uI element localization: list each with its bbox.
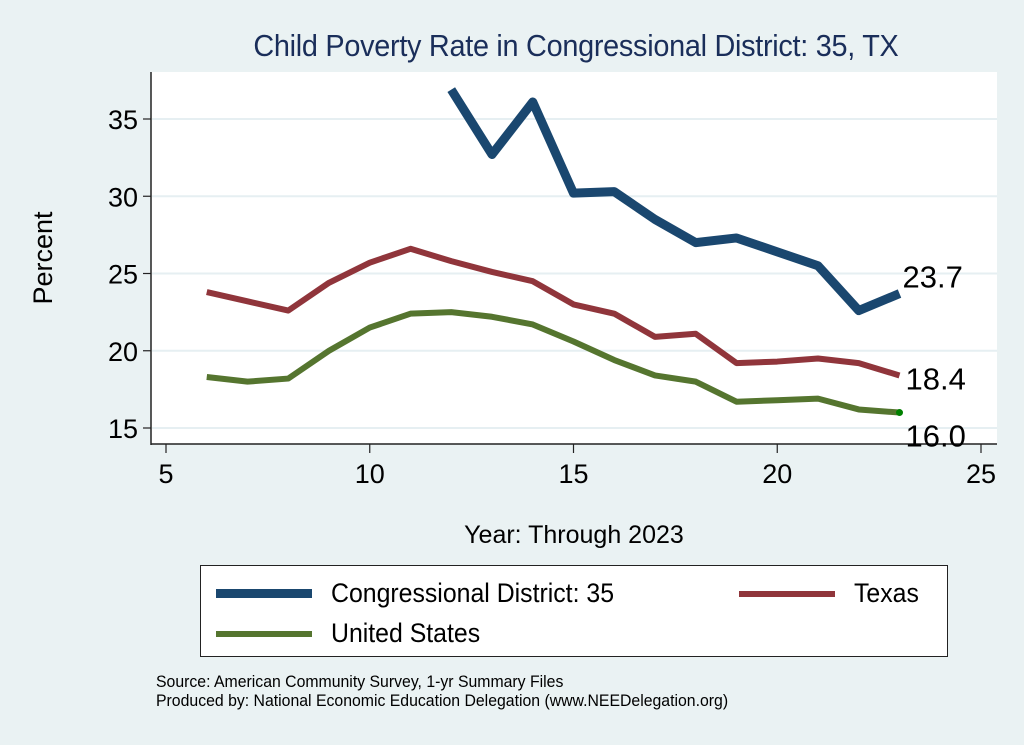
source-note: Source: American Community Survey, 1-yr …: [156, 672, 564, 691]
x-tick-label: 5: [158, 459, 173, 489]
legend-swatch-us: [216, 630, 312, 637]
x-tick-label: 10: [355, 459, 385, 489]
legend-swatch-district: [216, 589, 312, 598]
y-tick-label: 20: [108, 337, 138, 367]
y-axis-label: Percent: [28, 211, 58, 305]
y-tick-label: 35: [108, 105, 138, 135]
x-tick-label: 15: [558, 459, 588, 489]
chart-title: Child Poverty Rate in Congressional Dist…: [253, 28, 899, 63]
legend: Congressional District: 35 Texas United …: [200, 565, 948, 657]
x-tick-label: 20: [762, 459, 792, 489]
legend-label-texas: Texas: [854, 578, 919, 608]
legend-swatch-texas: [739, 590, 835, 597]
series-line-texas: [206, 245, 901, 379]
legend-label-district: Congressional District: 35: [331, 578, 615, 608]
legend-item-district: Congressional District: 35: [216, 578, 639, 609]
chart-canvas: 15 20 25 30 35 5 10 15 20 25 16.0 18.4 23.7 Percent…: [28, 72, 997, 549]
end-value-label: 23.7: [903, 260, 963, 295]
legend-item-texas: Texas: [739, 578, 925, 609]
y-tick-label: 15: [108, 414, 138, 444]
end-marker: [896, 409, 903, 417]
legend-item-us: United States: [216, 618, 493, 649]
y-tick-label: 30: [108, 182, 138, 212]
y-tick-label: 25: [108, 260, 138, 290]
end-value-label: 18.4: [906, 361, 966, 396]
x-axis-label: Year: Through 2023: [464, 521, 684, 549]
chart-notes: Source: American Community Survey, 1-yr …: [156, 672, 728, 710]
legend-label-us: United States: [331, 618, 481, 648]
plot-area: [151, 72, 997, 444]
end-value-label: 16.0: [906, 419, 966, 454]
x-tick-label: 25: [966, 459, 996, 489]
producer-note: Produced by: National Economic Education…: [156, 691, 729, 710]
series-line-us: [206, 309, 900, 416]
series-line-district: [447, 87, 902, 316]
